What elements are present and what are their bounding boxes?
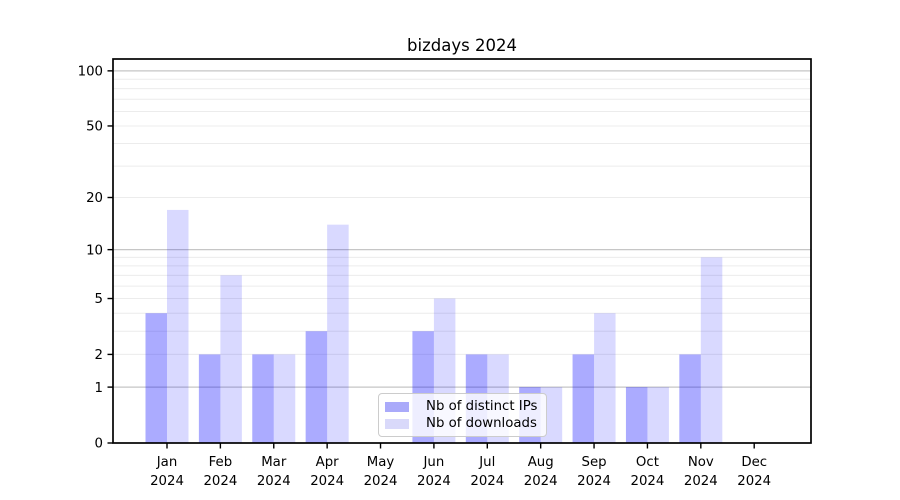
x-tick-label-year: 2024	[470, 474, 504, 489]
bar-oct-downloads	[647, 387, 669, 443]
chart-title: bizdays 2024	[407, 36, 517, 55]
bar-nov-downloads	[700, 257, 723, 443]
x-tick-label-year: 2024	[417, 474, 451, 489]
bar-mar-distinct-ips	[252, 354, 274, 443]
bar-jan-downloads	[167, 209, 189, 443]
legend-label-distinct-ips: Nb of distinct IPs	[426, 399, 538, 414]
bar-feb-distinct-ips	[198, 354, 221, 443]
y-tick-label: 0	[95, 437, 103, 452]
y-tick-label: 2	[95, 348, 103, 363]
x-tick-label-month: Jun	[423, 455, 445, 470]
x-tick-label-year: 2024	[577, 474, 611, 489]
legend-item-distinct-ips: Nb of distinct IPs	[379, 399, 546, 415]
bar-sep-distinct-ips	[572, 354, 595, 443]
bar-mar-downloads	[273, 354, 296, 443]
x-tick-label-month: Feb	[209, 455, 233, 470]
y-tick-label: 50	[86, 120, 103, 135]
bar-nov-distinct-ips	[679, 354, 701, 443]
y-tick-label: 10	[86, 243, 103, 258]
y-tick-label: 100	[78, 65, 103, 80]
y-tick-label: 20	[86, 191, 103, 206]
x-tick-label-year: 2024	[364, 474, 398, 489]
bar-oct-distinct-ips	[625, 387, 648, 443]
x-tick-label-month: Sep	[582, 455, 607, 470]
bar-apr-downloads	[327, 224, 349, 443]
x-tick-label-month: Mar	[261, 455, 287, 470]
x-tick-label-year: 2024	[737, 474, 771, 489]
x-tick-label-month: Apr	[316, 455, 340, 470]
x-tick-label-year: 2024	[203, 474, 237, 489]
x-tick-label-year: 2024	[524, 474, 558, 489]
x-tick-label-month: Aug	[528, 455, 554, 470]
x-tick-label-year: 2024	[310, 474, 344, 489]
legend-swatch-distinct-ips	[385, 401, 409, 412]
bar-apr-distinct-ips	[305, 331, 328, 443]
x-tick-label-month: Nov	[688, 455, 714, 470]
x-tick-label-month: Jul	[478, 455, 495, 470]
legend-swatch-downloads	[385, 418, 409, 429]
x-tick-label-year: 2024	[684, 474, 718, 489]
x-tick-label-month: Jan	[156, 455, 178, 470]
x-tick-label-month: May	[367, 455, 395, 470]
x-tick-label-month: Dec	[741, 455, 767, 470]
y-tick-label: 5	[95, 292, 103, 307]
x-tick-label-year: 2024	[631, 474, 665, 489]
legend: Nb of distinct IPs Nb of downloads	[378, 393, 547, 437]
legend-label-downloads: Nb of downloads	[426, 416, 537, 431]
x-tick-label-month: Oct	[636, 455, 659, 470]
x-tick-label-year: 2024	[150, 474, 184, 489]
y-tick-label: 1	[95, 381, 103, 396]
legend-item-downloads: Nb of downloads	[379, 416, 546, 432]
plot-border	[112, 58, 812, 444]
bar-sep-downloads	[594, 313, 616, 443]
x-tick-label-year: 2024	[257, 474, 291, 489]
bar-feb-downloads	[220, 275, 242, 443]
bar-jan-distinct-ips	[145, 313, 167, 443]
